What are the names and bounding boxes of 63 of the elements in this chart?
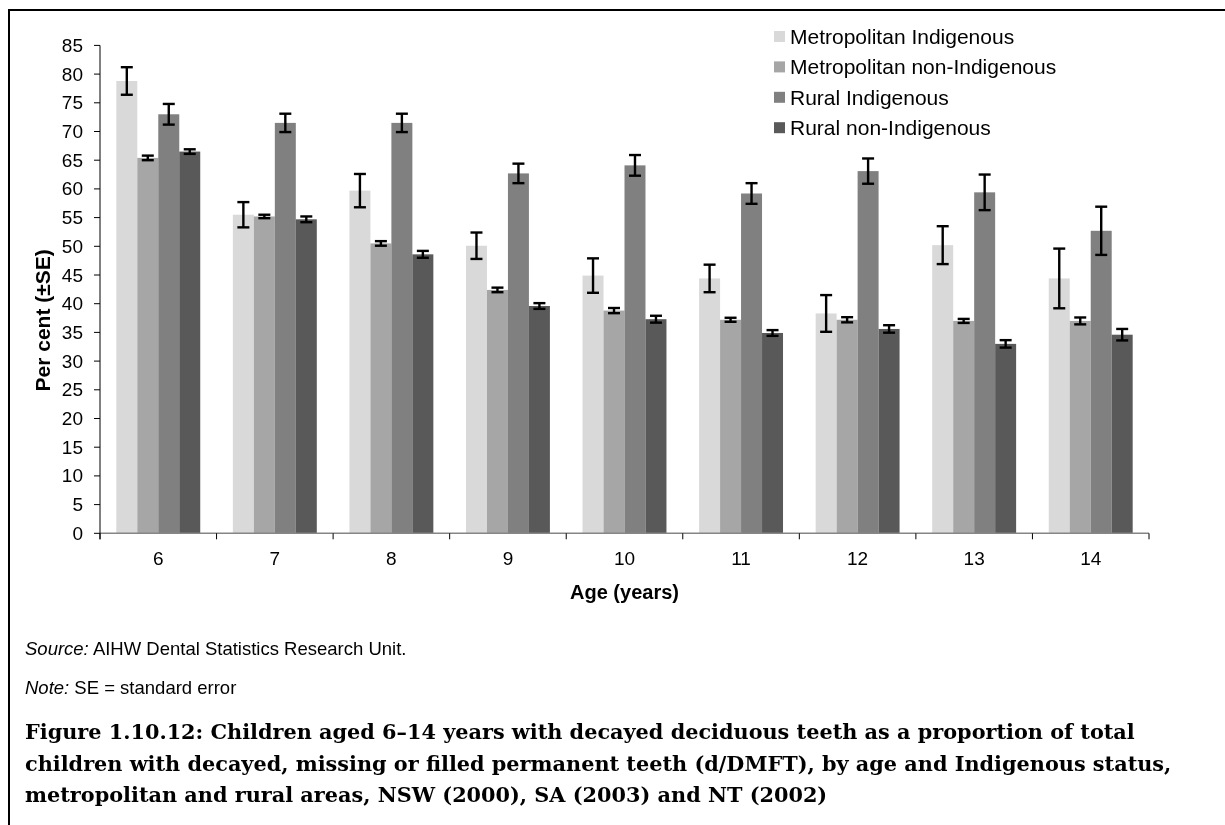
y-tick-label: 80 — [61, 63, 83, 85]
x-tick-label: 13 — [963, 547, 985, 569]
bar — [815, 313, 837, 534]
x-tick-label: 12 — [847, 547, 869, 569]
legend-label: Rural Indigenous — [790, 85, 949, 109]
y-tick-label: 65 — [61, 149, 83, 171]
bar — [179, 151, 201, 534]
bar — [528, 306, 550, 534]
bar — [878, 328, 900, 534]
x-axis-title: Age (years) — [570, 581, 679, 603]
bar — [1048, 278, 1070, 534]
bar — [465, 245, 487, 534]
bar — [836, 319, 858, 534]
x-tick-label: 14 — [1080, 547, 1102, 569]
y-tick-label: 5 — [72, 494, 83, 516]
y-tick-label: 85 — [61, 34, 83, 56]
y-tick-label: 20 — [61, 408, 83, 429]
y-tick-label: 0 — [72, 522, 83, 544]
bar — [412, 254, 434, 534]
bar — [232, 214, 254, 534]
y-tick-label: 30 — [61, 350, 83, 372]
bar — [953, 320, 975, 534]
x-tick-label: 10 — [613, 547, 636, 569]
bar — [720, 319, 742, 534]
bar — [762, 332, 784, 534]
bar — [116, 80, 138, 534]
y-tick-label: 50 — [61, 235, 83, 257]
x-tick-label: 11 — [731, 547, 751, 569]
y-tick-label: 55 — [61, 207, 83, 229]
y-tick-label: 15 — [61, 436, 83, 458]
y-tick-label: 40 — [61, 293, 83, 315]
legend-label: Rural non-Indigenous — [790, 116, 991, 140]
bar — [1111, 334, 1133, 534]
x-tick-label: 6 — [152, 547, 164, 569]
y-tick-label: 70 — [61, 121, 83, 142]
text: Note: SE = standard error — [25, 677, 237, 699]
y-tick-label: 35 — [61, 321, 83, 343]
bar — [699, 278, 721, 534]
legend-label: Metropolitan non-Indigenous — [790, 55, 1057, 79]
bar — [137, 157, 159, 534]
y-tick-label: 75 — [61, 92, 83, 114]
bar — [932, 245, 954, 534]
bar — [349, 190, 371, 534]
bar — [645, 319, 667, 534]
legend-label: Metropolitan Indigenous — [790, 25, 1015, 48]
bar — [582, 275, 604, 534]
bar — [995, 343, 1017, 534]
x-tick-label: 9 — [502, 547, 514, 569]
source-note: Source: AIHW Dental Statistics Research Unit. — [25, 638, 407, 660]
bar — [253, 216, 275, 534]
x-tick-label: 8 — [386, 547, 397, 569]
bar — [370, 243, 392, 534]
bar — [295, 219, 317, 534]
bar — [1069, 320, 1091, 534]
y-tick-label: 25 — [61, 379, 83, 401]
y-axis-title: Per cent (±SE) — [30, 249, 54, 392]
y-tick-label: 10 — [61, 465, 83, 487]
text: Figure 1.10.12: Children aged 6–14 years with decayed deciduous teeth as a proportion of total children with decayed, missing or filled permanent teeth (d/DMFT), by age and Indigenous status, metropolitan and rural areas, NSW (2000), SA (2003) and NT (2002) — [25, 718, 1173, 809]
y-tick-label: 45 — [61, 264, 83, 286]
bar — [486, 289, 508, 534]
y-tick-label: 60 — [61, 178, 83, 200]
x-tick-label: 7 — [269, 547, 281, 569]
bar — [603, 310, 625, 534]
